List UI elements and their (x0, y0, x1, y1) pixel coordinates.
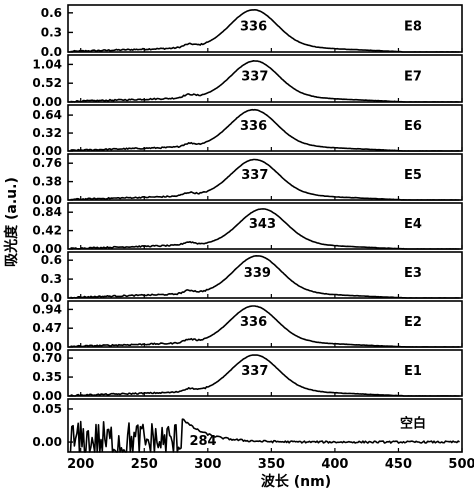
y-tick-label: 1.04 (32, 57, 62, 71)
y-tick-label: 0.0 (41, 45, 62, 59)
panel-frame (67, 153, 463, 201)
y-tick-label: 0.38 (32, 175, 62, 189)
panel-frame (67, 349, 463, 397)
peak-label: 339 (244, 266, 271, 281)
peak-label: 337 (241, 364, 268, 379)
peak-label: 284 (189, 434, 216, 449)
panel-6: 0.6 0.3 0.0 339 E3 (41, 251, 463, 305)
y-tick-label: 0.47 (32, 321, 62, 335)
y-tick-label: 0.0 (41, 291, 62, 305)
spectrum-line (70, 59, 460, 103)
y-tick-label: 0.76 (32, 156, 62, 170)
panel-name-label: E4 (404, 217, 422, 232)
panel-frame (67, 4, 463, 53)
x-tick-label: 500 (448, 457, 474, 472)
spectrum-line (70, 255, 460, 299)
y-tick-label: 0.70 (32, 351, 62, 365)
spectrum-line (70, 158, 460, 201)
panel-5: 0.84 0.42 0.00 343 E4 (32, 202, 463, 256)
peak-label: 337 (241, 168, 268, 183)
panel-frame (67, 251, 463, 299)
y-tick-label: 0.84 (32, 205, 62, 219)
spectrum-line (69, 418, 460, 453)
x-axis: 200 250 300 350 400 450 500 (67, 457, 474, 472)
y-tick-label: 0.35 (32, 370, 62, 384)
panel-9: 0.05 0.00 284 空白 (32, 398, 463, 453)
peak-label: 336 (240, 315, 267, 330)
x-tick-label: 400 (321, 457, 348, 472)
spectrum-line (70, 208, 460, 250)
y-tick-label: 0.3 (41, 25, 62, 39)
spectrum-line (70, 305, 460, 348)
y-tick-label: 0.52 (32, 76, 62, 90)
y-tick-label: 0.3 (41, 272, 62, 286)
panel-1: 0.6 0.3 0.0 336 E8 (41, 4, 463, 59)
x-tick-label: 200 (67, 457, 94, 472)
peak-label: 337 (241, 70, 268, 85)
x-tick-label: 350 (258, 457, 285, 472)
y-tick-label: 0.32 (32, 126, 62, 140)
y-tick-label: 0.00 (32, 242, 62, 256)
y-axis-title: 吸光度 (a.u.) (3, 177, 20, 267)
panel-name-label: E1 (404, 364, 422, 379)
y-tick-label: 0.6 (41, 6, 62, 20)
y-tick-label: 0.94 (32, 302, 62, 316)
y-tick-label: 0.00 (32, 389, 62, 403)
panel-name-label: E2 (404, 315, 422, 330)
y-tick-label: 0.6 (41, 253, 62, 267)
peak-label: 336 (240, 119, 267, 134)
panel-frame (67, 54, 463, 103)
y-tick-label: 0.64 (32, 108, 62, 122)
peak-label: 343 (249, 217, 276, 232)
panel-name-label: 空白 (400, 416, 426, 432)
x-tick-label: 300 (194, 457, 221, 472)
panel-8: 0.70 0.35 0.00 337 E1 (32, 349, 463, 403)
y-tick-label: 0.00 (32, 144, 62, 158)
spectrum-line (70, 354, 460, 397)
panel-name-label: E5 (404, 168, 422, 183)
y-tick-label: 0.00 (32, 95, 62, 109)
panel-name-label: E6 (404, 119, 422, 134)
panel-4: 0.76 0.38 0.00 337 E5 (32, 153, 463, 207)
y-tick-label: 0.42 (32, 224, 62, 238)
panel-3: 0.64 0.32 0.00 336 E6 (32, 104, 463, 158)
panel-frame (67, 398, 463, 453)
panel-name-label: E8 (404, 20, 422, 35)
panel-frame (67, 202, 463, 250)
x-tick-label: 450 (385, 457, 412, 472)
spectrum-line (70, 9, 460, 53)
spectrum-line (70, 108, 460, 152)
y-tick-label: 0.00 (32, 340, 62, 354)
x-tick-label: 250 (131, 457, 158, 472)
panel-frame (67, 104, 463, 152)
y-tick-label: 0.05 (32, 402, 62, 416)
panel-name-label: E3 (404, 266, 422, 281)
x-axis-title: 波长 (nm) (261, 473, 331, 490)
y-tick-label: 0.00 (32, 435, 62, 449)
panel-7: 0.94 0.47 0.00 336 E2 (32, 300, 463, 354)
panel-frame (67, 300, 463, 348)
peak-label: 336 (240, 20, 267, 35)
panel-2: 1.04 0.52 0.00 337 E7 (32, 54, 463, 109)
y-tick-label: 0.00 (32, 193, 62, 207)
panel-name-label: E7 (404, 70, 422, 85)
